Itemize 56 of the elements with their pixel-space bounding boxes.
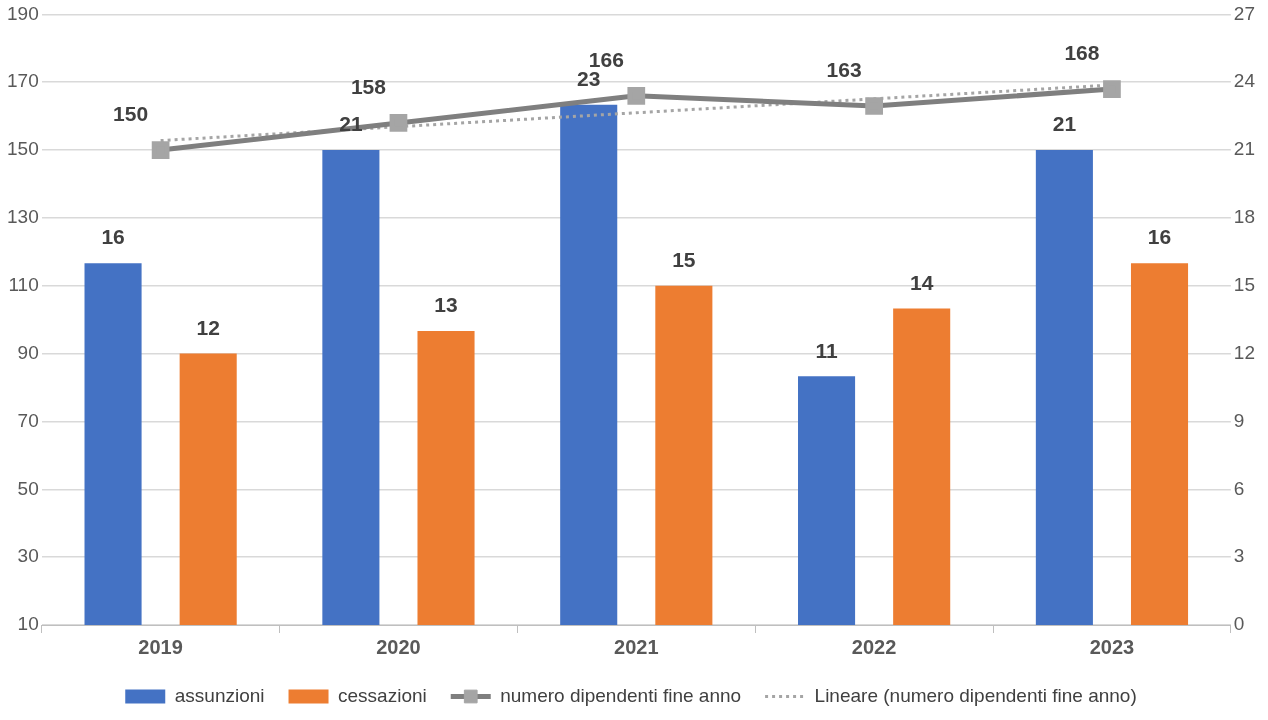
point: [627, 86, 646, 105]
y-tick-label: 110: [8, 274, 39, 296]
y-tick-label: 170: [7, 70, 39, 92]
x-tick-label: 2022: [851, 635, 897, 658]
y2-tick-label: 9: [1233, 409, 1245, 431]
bar: [417, 331, 475, 625]
x-tick-label: 2019: [138, 635, 183, 658]
point: [389, 114, 408, 132]
y2-tick-label: 3: [1233, 545, 1245, 567]
data-label: 13: [434, 293, 458, 317]
data-label: 16: [1147, 225, 1172, 249]
data-label: 16: [101, 225, 125, 249]
x-tick-label: 2023: [1089, 635, 1135, 658]
y-tick-label: 70: [17, 409, 39, 431]
y-tick-label: 190: [7, 2, 39, 24]
point: [865, 97, 883, 115]
data-label: 21: [1052, 112, 1077, 136]
y2-tick-label: 27: [1233, 2, 1256, 24]
data-label: 158: [350, 75, 387, 99]
point: [1103, 80, 1121, 98]
bar: [1035, 150, 1093, 625]
data-label: 11: [815, 338, 838, 362]
y2-tick-label: 0: [1233, 613, 1245, 635]
legend-label: cessazioni: [338, 684, 427, 706]
bar: [322, 150, 380, 625]
y2-tick-label: 15: [1233, 274, 1256, 296]
y2-tick-label: 24: [1233, 70, 1256, 92]
data-label: 15: [672, 248, 696, 272]
bar: [893, 308, 951, 625]
y-tick-label: 150: [7, 138, 39, 160]
y-tick-label: 10: [17, 613, 39, 635]
data-label: 12: [196, 315, 220, 339]
data-label: 168: [1064, 41, 1100, 65]
data-label: 14: [910, 270, 934, 294]
legend-label: numero dipendenti fine anno: [500, 684, 742, 706]
x-tick-label: 2021: [614, 635, 659, 658]
x-tick-label: 2020: [376, 635, 421, 658]
data-label: 150: [113, 102, 149, 126]
y2-tick-label: 6: [1233, 477, 1245, 499]
y-tick-label: 30: [17, 545, 39, 567]
bar: [179, 353, 237, 625]
y2-tick-label: 21: [1233, 138, 1256, 160]
y-tick-label: 90: [17, 341, 39, 363]
y-tick-label: 130: [7, 206, 39, 228]
bar: [84, 263, 142, 625]
y2-tick-label: 12: [1233, 341, 1256, 363]
legend-label: Lineare (numero dipendenti fine anno): [814, 684, 1137, 706]
y-tick-label: 50: [17, 477, 39, 499]
data-label: 163: [826, 58, 862, 82]
point: [151, 141, 170, 159]
bar: [1130, 263, 1189, 625]
bar: [798, 376, 856, 625]
bar: [655, 285, 713, 625]
y2-tick-label: 18: [1233, 206, 1256, 228]
bar: [560, 104, 618, 625]
legend-label: assunzioni: [174, 684, 265, 706]
